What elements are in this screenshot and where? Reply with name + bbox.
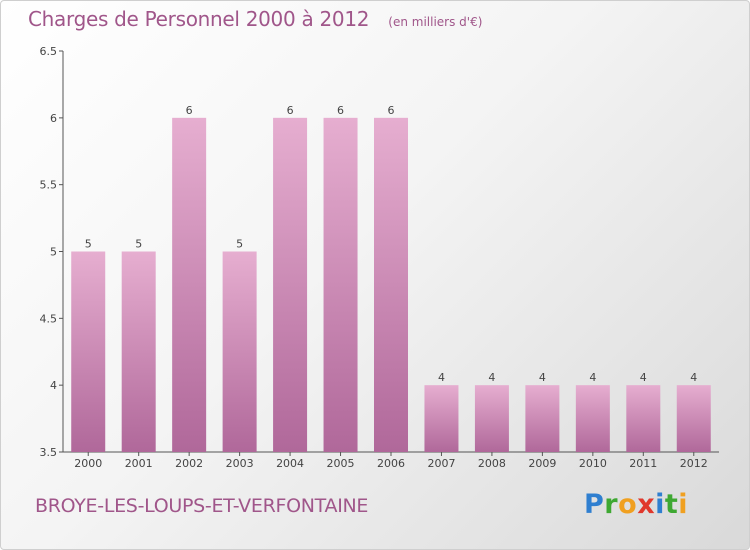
data-label-2001: 5 — [135, 238, 142, 251]
data-label-2009: 4 — [539, 371, 546, 384]
data-label-2010: 4 — [589, 371, 596, 384]
bar-2002 — [172, 117, 207, 452]
bar-2011 — [626, 385, 661, 452]
x-tick-label-2002: 2002 — [175, 457, 203, 470]
bar-2003 — [222, 251, 257, 452]
data-label-2008: 4 — [488, 371, 495, 384]
data-label-2007: 4 — [438, 371, 445, 384]
x-tick-label-2004: 2004 — [276, 457, 304, 470]
logo-letter: o — [618, 489, 638, 520]
x-tick-label-2009: 2009 — [528, 457, 556, 470]
bar-2012 — [676, 385, 711, 452]
x-tick-label-2011: 2011 — [629, 457, 657, 470]
bar-2006 — [374, 117, 408, 452]
logo-letter: x — [637, 489, 656, 520]
data-label-2012: 4 — [690, 371, 697, 384]
x-tick-label-2000: 2000 — [74, 457, 102, 470]
bar-2008 — [474, 385, 509, 452]
x-tick-label-2007: 2007 — [427, 457, 455, 470]
bar-2007 — [424, 385, 459, 452]
data-label-2004: 6 — [287, 104, 294, 117]
x-tick-label-2012: 2012 — [680, 457, 708, 470]
y-tick-label: 3.5 — [40, 446, 58, 459]
bar-2001 — [121, 251, 156, 452]
bar-2000 — [71, 251, 106, 452]
data-label-2005: 6 — [337, 104, 344, 117]
y-tick-label: 6 — [50, 112, 57, 125]
data-label-2002: 6 — [186, 104, 193, 117]
logo-letter: i — [655, 489, 665, 520]
proxiti-logo[interactable]: Proxiti — [584, 489, 688, 520]
chart-title: Charges de Personnel 2000 à 2012 — [28, 7, 370, 31]
y-tick-label: 4 — [50, 379, 57, 392]
data-label-2003: 5 — [236, 238, 243, 251]
logo-letter: r — [604, 489, 619, 520]
data-label-2000: 5 — [85, 238, 92, 251]
bar-2004 — [273, 117, 308, 452]
y-tick-label: 5 — [50, 246, 57, 259]
y-tick-label: 5.5 — [40, 179, 58, 192]
data-label-2011: 4 — [640, 371, 647, 384]
logo-letter: P — [584, 489, 605, 520]
commune-name: BROYE-LES-LOUPS-ET-VERFONTAINE — [35, 495, 369, 517]
bar-2005 — [323, 117, 358, 452]
y-tick-label: 4.5 — [40, 312, 58, 325]
x-tick-label-2005: 2005 — [327, 457, 355, 470]
x-tick-label-2006: 2006 — [377, 457, 405, 470]
chart-header: Charges de Personnel 2000 à 2012 (en mil… — [28, 7, 482, 31]
logo-letter: i — [678, 489, 689, 520]
data-label-2006: 6 — [388, 104, 395, 117]
x-tick-label-2010: 2010 — [579, 457, 607, 470]
x-tick-label-2001: 2001 — [125, 457, 153, 470]
bar-2009 — [525, 385, 560, 452]
bar-2010 — [575, 385, 610, 452]
x-tick-label-2003: 2003 — [226, 457, 254, 470]
x-tick-label-2008: 2008 — [478, 457, 506, 470]
logo-letter: t — [664, 489, 679, 520]
y-tick-label: 6.5 — [40, 45, 58, 58]
chart-subtitle: (en milliers d'€) — [388, 15, 483, 29]
